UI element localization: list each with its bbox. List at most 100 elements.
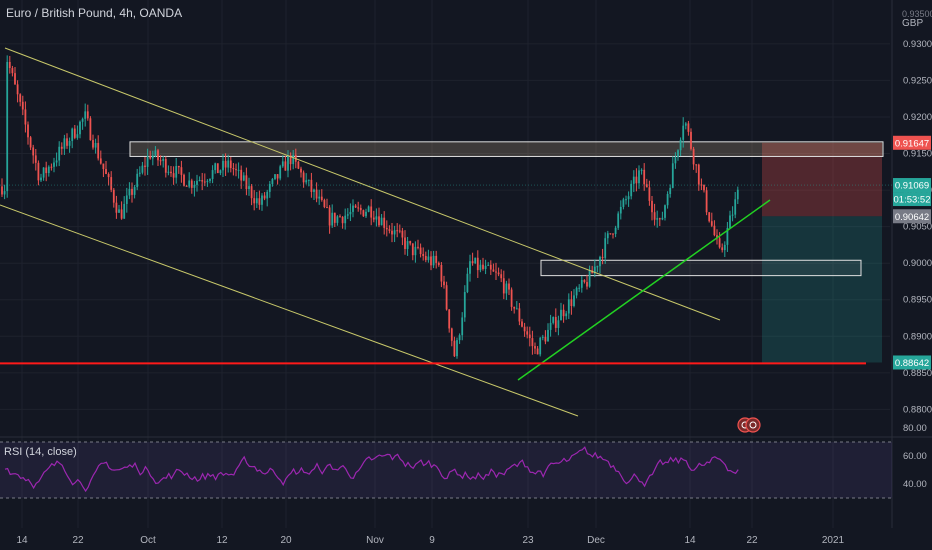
candle-down — [29, 137, 32, 148]
symbol-title[interactable]: Euro / British Pound, 4h, OANDA — [6, 6, 183, 20]
candle-down — [34, 155, 37, 163]
rsi-tick-label: 80.00 — [903, 423, 927, 434]
candle-down — [172, 173, 175, 178]
candle-up — [214, 163, 217, 171]
candle-up — [123, 203, 126, 219]
candle-down — [302, 172, 305, 183]
candle-down — [8, 61, 11, 69]
candle-down — [250, 186, 253, 199]
candle-up — [682, 125, 685, 140]
candle-up — [593, 266, 596, 274]
candle-up — [666, 194, 669, 206]
candle-up — [136, 173, 139, 188]
candle-down — [232, 168, 235, 170]
candle-up — [128, 188, 131, 196]
candle-up — [352, 205, 354, 212]
candle-up — [47, 166, 50, 174]
candle-up — [487, 264, 490, 266]
candle-down — [482, 264, 484, 269]
candle-up — [604, 238, 607, 258]
candle-down — [190, 180, 193, 188]
candle-down — [562, 309, 565, 317]
candle-up — [313, 189, 315, 192]
candle-down — [21, 101, 24, 110]
x-tick-label: 14 — [16, 535, 28, 546]
candle-up — [162, 159, 165, 161]
candle-up — [461, 317, 464, 336]
candle-up — [375, 216, 378, 220]
x-tick-label: 20 — [280, 535, 292, 546]
candle-up — [596, 266, 599, 268]
candle-down — [354, 205, 357, 208]
candle-down — [357, 207, 360, 209]
candle-down — [411, 243, 414, 256]
candle-down — [73, 128, 76, 138]
top-scale-label: 0.93500 — [902, 9, 932, 19]
rsi-title[interactable]: RSI (14, close) — [4, 446, 77, 458]
candle-up — [729, 215, 731, 228]
candle-up — [380, 217, 383, 226]
candle-down — [523, 326, 526, 332]
uptrend-line — [517, 199, 771, 381]
candle-down — [157, 150, 159, 161]
candle-up — [138, 172, 141, 174]
candle-up — [209, 178, 211, 181]
economic-event-icon — [745, 417, 761, 433]
candle-up — [219, 170, 222, 174]
candle-down — [216, 163, 219, 174]
grid-lines — [0, 0, 932, 528]
candle-down — [570, 299, 573, 306]
candle-down — [536, 348, 539, 355]
candle-up — [79, 121, 81, 135]
candle-up — [664, 205, 666, 218]
candle-down — [97, 142, 100, 159]
candle-up — [661, 217, 664, 220]
current-price-label: 0.91069 — [895, 181, 929, 192]
candle-down — [326, 207, 328, 209]
candle-up — [427, 256, 430, 261]
candle-down — [718, 238, 721, 248]
channel-upper-line — [4, 47, 721, 321]
x-tick-label: 22 — [72, 535, 84, 546]
candle-up — [549, 322, 552, 330]
candle-down — [583, 280, 586, 283]
candle-down — [11, 68, 14, 74]
candle-down — [643, 169, 646, 185]
candle-down — [648, 187, 651, 201]
candle-up — [40, 177, 42, 181]
candle-down — [404, 237, 406, 249]
candle-down — [180, 167, 183, 175]
candle-up — [125, 195, 128, 204]
candle-up — [414, 246, 417, 256]
candle-up — [578, 287, 581, 289]
x-tick-label: 22 — [746, 535, 758, 546]
candle-down — [341, 216, 344, 224]
candle-up — [393, 230, 396, 235]
take-profit-zone — [762, 216, 882, 363]
candle-down — [510, 289, 513, 307]
candle-down — [495, 271, 497, 273]
candle-up — [211, 170, 214, 179]
candlesticks — [1, 55, 739, 359]
candle-up — [630, 183, 633, 197]
candle-up — [463, 292, 466, 318]
candle-up — [458, 335, 461, 341]
candle-down — [110, 177, 113, 190]
candle-up — [671, 163, 674, 188]
candle-down — [16, 84, 19, 95]
rsi-tick-label: 60.00 — [903, 451, 927, 462]
x-tick-label: Dec — [587, 535, 605, 546]
candle-down — [185, 185, 188, 187]
candle-up — [3, 191, 6, 195]
candle-down — [1, 186, 3, 195]
target-price-label: 0.88642 — [895, 358, 929, 369]
candle-up — [619, 206, 622, 214]
candle-down — [310, 179, 313, 192]
currency-unit-label: GBP — [902, 18, 924, 29]
candle-down — [398, 230, 401, 232]
